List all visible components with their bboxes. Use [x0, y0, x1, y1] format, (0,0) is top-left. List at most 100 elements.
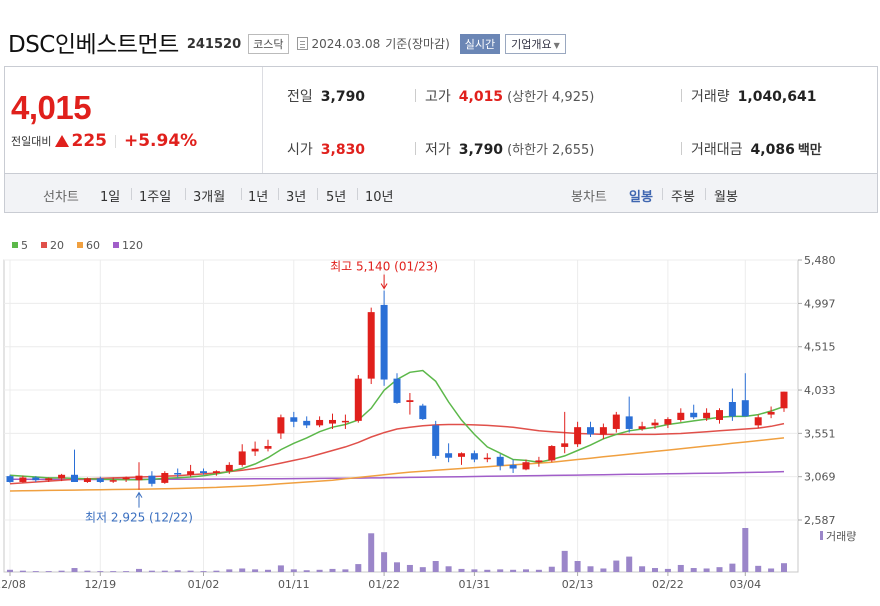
- candle-body: [135, 475, 143, 481]
- stock-header: DSC인베스트먼트 241520 코스닥 2024.03.08 기준(장마감) …: [8, 26, 566, 58]
- candle-body: [651, 422, 659, 426]
- line-chart-label: 선차트: [43, 190, 79, 205]
- volume-legend-swatch: [820, 531, 823, 540]
- candle-body: [496, 456, 504, 466]
- candle-body: [71, 474, 78, 482]
- tab-monthly[interactable]: 월봉: [714, 190, 738, 205]
- price-summary: 4,015 전일대비 225 +5.94% 전일 3,790 고가 4,015 …: [4, 66, 878, 173]
- dropdown-arrow-icon: ▼: [553, 40, 560, 50]
- lower-limit-label: (하한가: [507, 143, 549, 158]
- volume-bar: [484, 569, 491, 572]
- candle-body: [174, 472, 182, 475]
- volume-bar: [664, 568, 671, 572]
- change-row: 전일대비 225 +5.94%: [11, 131, 197, 151]
- prev-close-value: 3,790: [320, 89, 366, 105]
- candle-body: [754, 417, 762, 426]
- candle-body: [741, 400, 749, 417]
- candle-body: [109, 480, 117, 482]
- candle-body: [458, 453, 465, 457]
- volume-bar: [561, 550, 568, 572]
- volume-bar: [716, 567, 723, 572]
- low-label: 저가: [425, 142, 451, 158]
- volume-bar: [174, 570, 181, 572]
- volume-bar: [432, 561, 439, 572]
- volume-bar: [406, 564, 413, 572]
- volume-bar: [32, 571, 39, 572]
- candle-body: [587, 427, 594, 435]
- high-annotation: 최고 5,140 (01/23): [330, 260, 438, 274]
- candle-body: [599, 427, 607, 435]
- volume-bar: [458, 568, 465, 572]
- x-tick-label: 12/19: [84, 578, 116, 591]
- x-tick-label: 12/08: [0, 578, 26, 591]
- candle-body: [354, 378, 362, 421]
- low-stat: 저가 3,790 (하한가 2,655): [425, 139, 594, 159]
- divider: [131, 188, 132, 200]
- x-tick-label: 02/13: [562, 578, 594, 591]
- tab-1w[interactable]: 1주일: [139, 190, 172, 205]
- tab-3m[interactable]: 3개월: [193, 190, 226, 205]
- candle-body: [406, 400, 414, 402]
- volume-bar: [703, 568, 710, 572]
- y-tick-label: 3,551: [804, 427, 836, 440]
- tab-1d[interactable]: 1일: [100, 190, 121, 205]
- legend-swatch: [113, 242, 119, 248]
- candle-body: [419, 405, 427, 420]
- candle-body: [522, 462, 530, 470]
- current-price-box: 4,015 전일대비 225 +5.94%: [5, 67, 263, 173]
- divider: [114, 134, 116, 148]
- volume-bar: [290, 569, 297, 572]
- tab-5y[interactable]: 5년: [326, 190, 347, 205]
- volume-bar: [548, 566, 555, 572]
- quote-date: 2024.03.08: [311, 36, 381, 51]
- volume-bar: [497, 569, 504, 572]
- candle-body: [728, 401, 736, 417]
- volume-bar: [535, 569, 542, 572]
- volume-bar: [755, 565, 762, 572]
- legend-swatch: [12, 242, 18, 248]
- divider: [317, 188, 318, 200]
- candle-body: [122, 477, 130, 480]
- x-tick-label: 01/31: [459, 578, 491, 591]
- volume-label: 거래량: [691, 89, 730, 105]
- volume-bar: [226, 569, 233, 572]
- candle-body: [148, 475, 156, 484]
- candle-body: [393, 378, 401, 403]
- divider: [681, 89, 682, 102]
- volume-bar: [303, 570, 310, 572]
- company-overview-dropdown[interactable]: 기업개요 ▼: [505, 33, 566, 54]
- volume-bar: [136, 568, 142, 572]
- candle-body: [290, 417, 298, 422]
- tab-3y[interactable]: 3년: [286, 190, 307, 205]
- upper-limit-value: 4,925): [552, 90, 595, 105]
- volume-bar: [690, 568, 697, 572]
- tab-daily[interactable]: 일봉: [629, 190, 653, 205]
- x-tick-label: 03/04: [729, 578, 761, 591]
- low-value: 3,790: [458, 142, 504, 158]
- legend-label: 120: [122, 239, 143, 252]
- y-tick-label: 5,480: [804, 254, 836, 267]
- candle-body: [561, 443, 569, 447]
- candle-body: [225, 464, 233, 472]
- candle-body: [45, 478, 53, 481]
- volume-bar: [600, 568, 607, 572]
- volume-bar: [342, 569, 349, 572]
- chart-canvas: 5 20 60 120 5,480 4,997 4,515 4,033 3,551 3,069 2,…: [0, 239, 856, 591]
- volume-bar: [123, 571, 130, 572]
- tab-weekly[interactable]: 주봉: [671, 190, 695, 205]
- volume-bar: [742, 528, 749, 572]
- volume-bar: [277, 565, 284, 572]
- candle-body: [703, 412, 711, 419]
- realtime-button[interactable]: 실시간: [459, 33, 501, 54]
- x-tick-label: 01/11: [278, 578, 310, 591]
- tab-1y[interactable]: 1년: [248, 190, 269, 205]
- tab-10y[interactable]: 10년: [365, 190, 394, 205]
- volume-bar: [381, 552, 388, 572]
- y-tick-label: 4,997: [804, 297, 836, 310]
- volume-bar: [574, 561, 581, 572]
- volume-legend-label: 거래량: [826, 530, 856, 543]
- candle-body: [58, 474, 66, 479]
- divider: [278, 188, 279, 200]
- volume-bar: [148, 570, 155, 572]
- divider: [357, 188, 358, 200]
